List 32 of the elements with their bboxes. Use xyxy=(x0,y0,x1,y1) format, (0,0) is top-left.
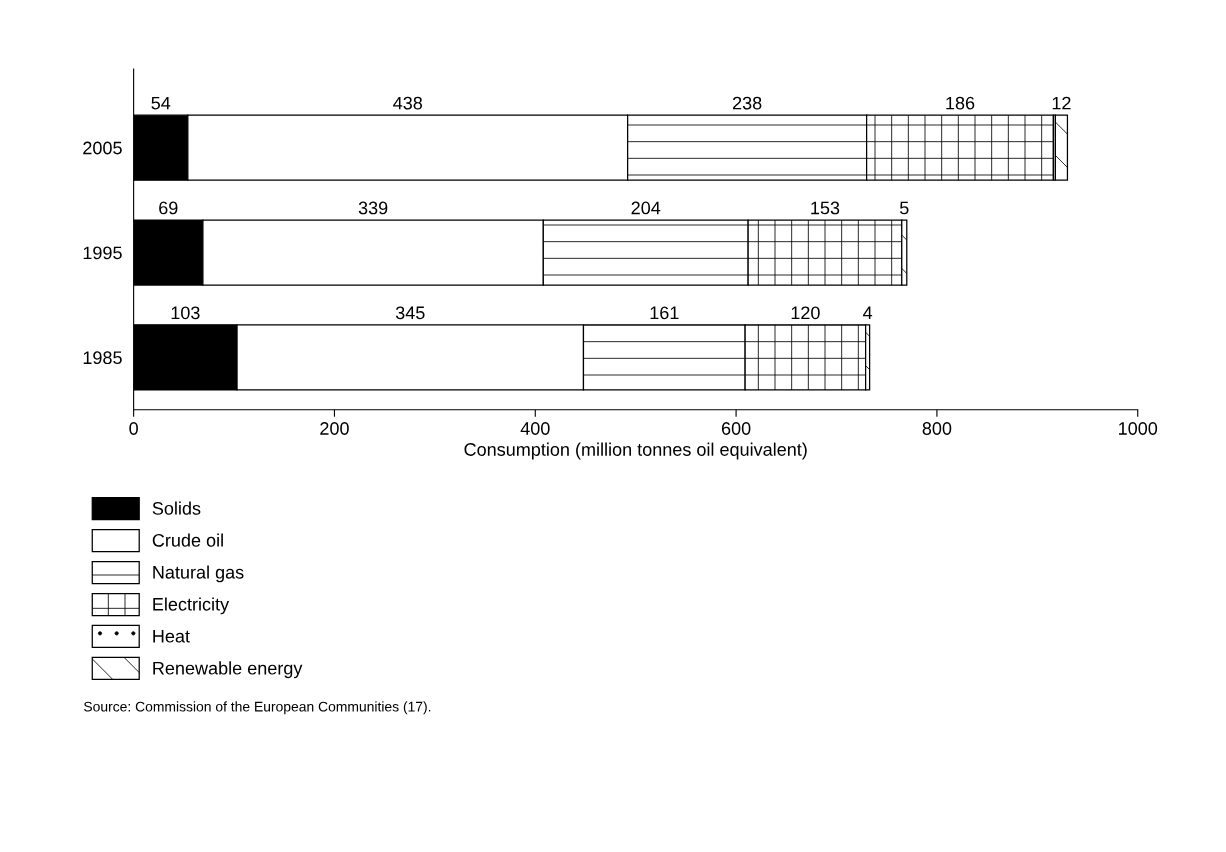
data-label: 438 xyxy=(393,96,423,110)
y-tick-label: 1995 xyxy=(83,246,122,260)
x-tick-label: 400 xyxy=(520,422,550,435)
data-label: 120 xyxy=(791,306,820,320)
legend-label: Solids xyxy=(152,501,201,515)
data-label: 153 xyxy=(811,201,840,215)
data-label: 69 xyxy=(159,201,178,215)
data-label: 54 xyxy=(151,96,171,110)
y-tick-label: 2005 xyxy=(83,141,122,155)
data-label: 12 xyxy=(1052,96,1071,110)
legend-label: Electricity xyxy=(153,597,230,615)
x-axis-title: Consumption (million tonnes oil equivalent) xyxy=(464,442,807,460)
x-tick-label: 800 xyxy=(922,422,952,435)
data-label: 339 xyxy=(358,201,388,215)
data-label: 238 xyxy=(732,96,762,110)
x-tick-label: 200 xyxy=(320,422,349,435)
legend-label: Heat xyxy=(153,630,190,643)
legend-label: Crude oil xyxy=(152,533,223,547)
legend-label: Natural gas xyxy=(153,565,244,583)
data-label: 204 xyxy=(631,201,661,215)
data-label: 5 xyxy=(899,201,909,215)
x-tick-label: 600 xyxy=(721,422,751,435)
data-label: 186 xyxy=(946,96,975,110)
y-tick-label: 1985 xyxy=(83,351,122,365)
x-tick-label: 1000 xyxy=(1119,422,1158,435)
data-label: 4 xyxy=(863,306,873,320)
data-label: 161 xyxy=(650,306,679,320)
data-label: 345 xyxy=(395,306,425,320)
legend-label: Renewable energy xyxy=(153,661,303,679)
source-note: Source: Commission of the European Communities (17). xyxy=(84,701,431,715)
data-label: 103 xyxy=(171,306,200,320)
x-tick-label: 0 xyxy=(129,422,138,435)
